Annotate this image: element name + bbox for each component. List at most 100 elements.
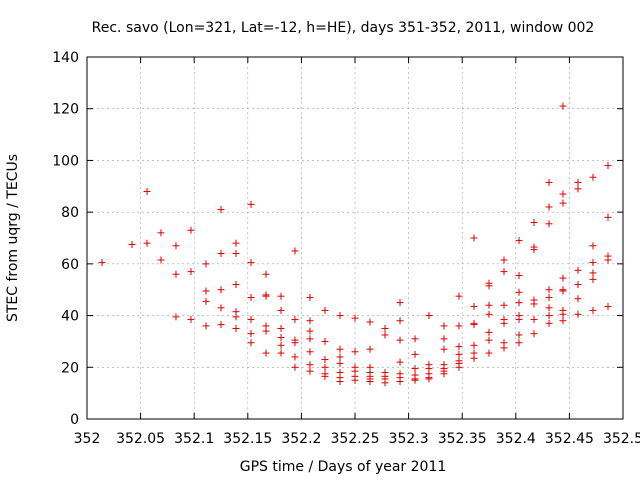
data-point — [559, 317, 567, 325]
data-point — [530, 218, 538, 226]
data-point — [157, 256, 165, 264]
data-point — [217, 250, 225, 258]
data-point — [336, 345, 344, 353]
data-point — [485, 310, 493, 318]
data-point — [604, 162, 612, 170]
y-tick-label: 20 — [61, 360, 79, 376]
data-point — [247, 259, 255, 267]
data-point — [98, 259, 106, 267]
y-axis-label: STEC from uqrg / TECUs — [5, 154, 21, 322]
data-point — [589, 269, 597, 277]
x-axis-label: GPS time / Days of year 2011 — [240, 459, 447, 475]
data-point — [202, 322, 210, 330]
data-point — [455, 322, 463, 330]
data-point — [530, 300, 538, 308]
data-point — [559, 190, 567, 198]
grid-lines — [87, 57, 623, 419]
data-point — [277, 325, 285, 332]
y-tick-label: 120 — [52, 102, 79, 118]
data-point — [559, 102, 567, 110]
data-point — [559, 287, 567, 295]
data-point — [247, 339, 255, 347]
data-point — [515, 299, 523, 307]
x-tick-label: 352 — [74, 431, 101, 447]
data-point — [351, 348, 359, 356]
data-point — [500, 256, 508, 264]
data-point — [396, 299, 404, 307]
data-point — [440, 345, 448, 353]
y-tick-label: 60 — [61, 257, 79, 273]
data-point — [247, 200, 255, 208]
data-point — [202, 297, 210, 305]
x-tick-label: 352.05 — [116, 431, 165, 447]
data-point — [366, 318, 374, 326]
data-point — [336, 359, 344, 367]
data-point — [262, 292, 270, 300]
data-point — [277, 334, 285, 342]
data-point — [485, 301, 493, 309]
data-point — [321, 356, 329, 364]
data-point — [574, 310, 582, 318]
data-point — [589, 173, 597, 181]
x-tick-label: 352.2 — [281, 431, 321, 447]
data-point — [470, 354, 478, 362]
data-point — [351, 314, 359, 322]
data-point — [589, 275, 597, 283]
data-point — [381, 379, 389, 387]
data-point — [559, 310, 567, 318]
data-point — [306, 361, 314, 369]
data-point — [455, 363, 463, 371]
data-point — [232, 250, 240, 258]
data-point — [500, 319, 508, 327]
data-point — [306, 348, 314, 356]
data-point — [574, 185, 582, 193]
data-point — [589, 259, 597, 267]
data-point — [515, 331, 523, 339]
data-point — [545, 293, 553, 301]
data-point — [232, 281, 240, 289]
data-point — [515, 288, 523, 296]
data-point — [545, 220, 553, 228]
data-point — [545, 312, 553, 320]
axis-ticks: 352 352.05 352.1 352.15 352.2 352.25 352.3 352.… — [52, 50, 640, 447]
data-point — [217, 206, 225, 214]
data-point — [545, 319, 553, 327]
data-point — [217, 321, 225, 329]
data-point — [411, 365, 419, 373]
data-point — [455, 343, 463, 351]
data-point — [559, 199, 567, 207]
data-point — [470, 321, 478, 329]
data-point — [559, 274, 567, 282]
data-point — [366, 378, 374, 386]
data-point — [277, 306, 285, 314]
data-point — [321, 306, 329, 314]
data-point — [440, 335, 448, 343]
data-point — [351, 376, 359, 384]
data-point — [455, 292, 463, 300]
x-tick-label: 352.1 — [174, 431, 214, 447]
data-point — [396, 317, 404, 325]
data-point — [232, 325, 240, 332]
data-point — [217, 304, 225, 312]
data-point — [604, 256, 612, 264]
data-point — [321, 363, 329, 371]
data-point — [202, 260, 210, 268]
data-point — [306, 335, 314, 343]
data-point — [425, 375, 433, 383]
data-point — [545, 178, 553, 186]
data-point — [143, 187, 151, 195]
data-point — [589, 242, 597, 250]
data-point — [530, 315, 538, 323]
data-point — [530, 246, 538, 254]
data-point — [411, 335, 419, 343]
data-point — [321, 372, 329, 380]
data-point — [187, 315, 195, 323]
data-point — [485, 328, 493, 336]
data-point — [500, 268, 508, 276]
x-tick-label: 352.25 — [331, 431, 380, 447]
data-point — [589, 306, 597, 314]
data-point — [396, 358, 404, 366]
data-point — [411, 350, 419, 358]
data-point — [277, 349, 285, 357]
